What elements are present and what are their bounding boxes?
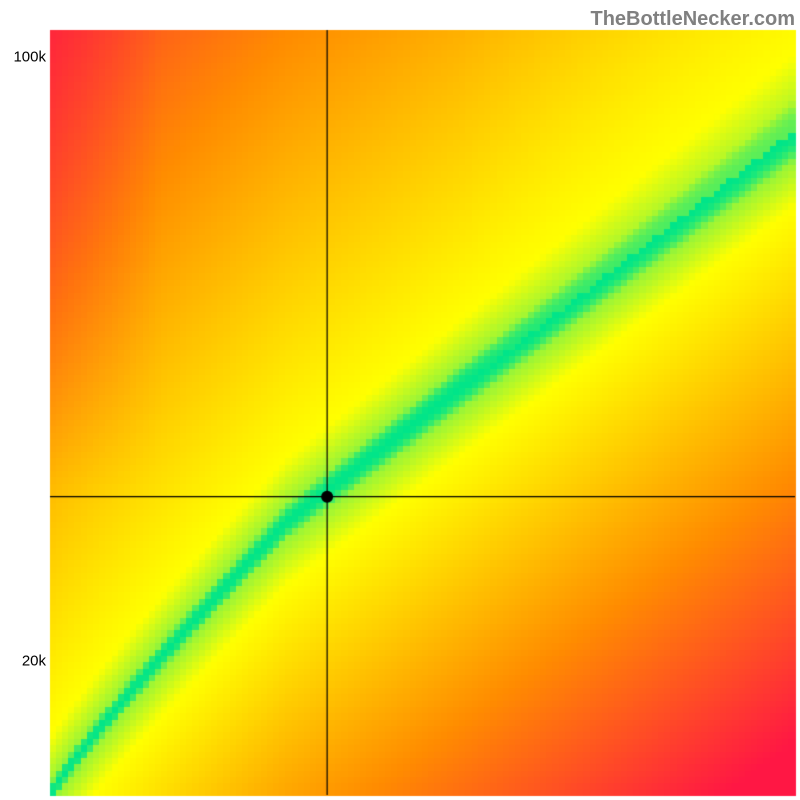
chart-container: { "watermark": { "text": "TheBottleNecke… bbox=[0, 0, 800, 800]
bottleneck-heatmap bbox=[0, 0, 800, 800]
